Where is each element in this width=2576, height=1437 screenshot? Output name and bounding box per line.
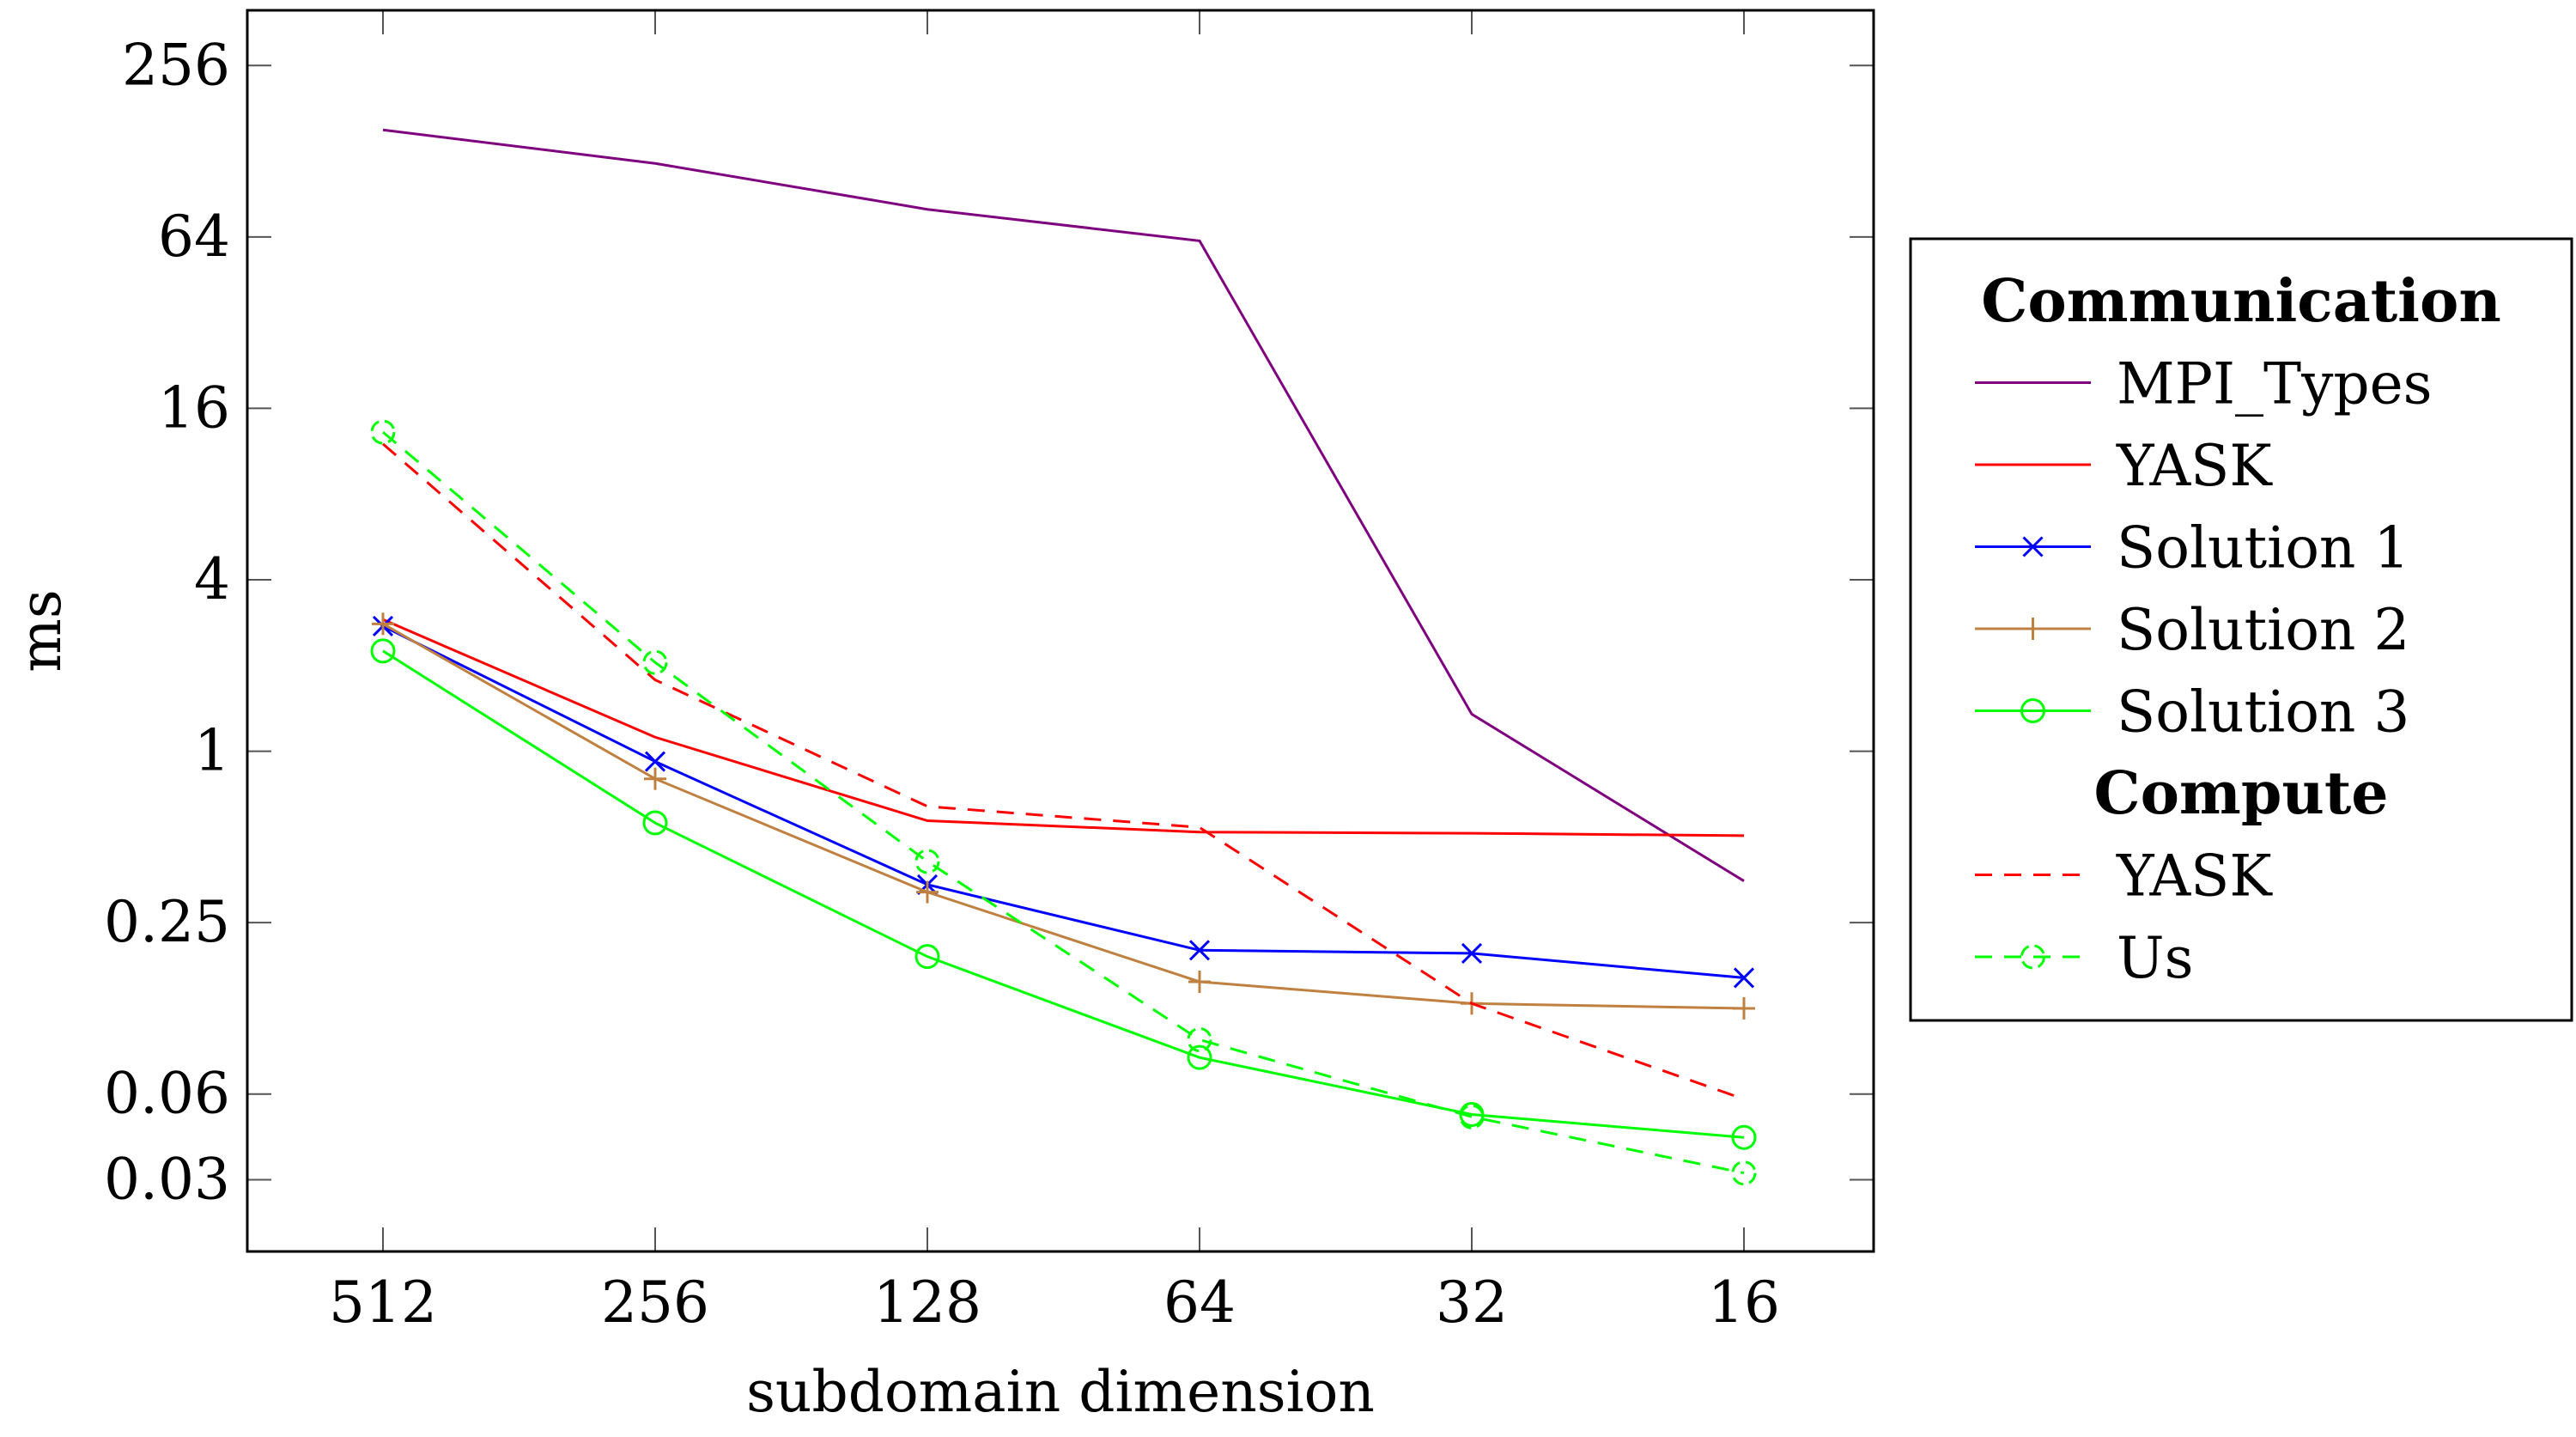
y-tick-label: 4 [194,546,230,612]
data-point [1461,942,1483,964]
legend-entry-label: Solution 1 [2117,515,2409,581]
legend-entry-label: Solution 2 [2117,597,2409,663]
series-line [382,128,1745,882]
legend-marker [2020,944,2045,970]
series-solution-1 [372,615,1755,989]
y-tick-label: 256 [122,32,230,98]
data-point [914,849,940,874]
legend-entry-label: Solution 3 [2117,679,2409,746]
series-us [370,419,1757,1186]
legend-marker [2021,618,2044,640]
data-point [1459,1104,1485,1130]
legend-entry-label: Us [2117,925,2194,991]
y-tick-label: 0.03 [104,1147,230,1213]
y-tick-label: 16 [158,374,230,441]
data-point [644,767,666,790]
plot-frame [246,9,1875,1253]
y-axis-label: ms [8,589,74,672]
x-axis-label: subdomain dimension [746,1359,1375,1425]
x-tick-label: 256 [601,1270,709,1336]
x-tick-label: 64 [1163,1270,1236,1336]
data-point [1188,970,1211,993]
data-point [644,751,666,772]
y-tick-label: 64 [158,204,230,270]
y-tick-label: 1 [194,718,230,784]
data-point [916,880,939,904]
axes: subdomain dimension ms 256 64 16 4 1 0.25 0.06… [8,9,1875,1425]
x-tick-label: 32 [1436,1270,1508,1336]
legend-entry-label: MPI_Types [2117,351,2433,417]
series-solution-3 [370,638,1757,1150]
series-line [382,442,1745,1101]
series-yask-compute [382,442,1745,1101]
data-point [642,649,668,675]
x-tick-label: 128 [873,1270,981,1336]
data-point [1731,1160,1757,1186]
data-point [914,944,940,970]
legend: Communication MPI_Types YASK Solution 1 Solu… [1909,237,2573,1022]
data-point [370,638,396,664]
data-point [1733,967,1755,989]
legend-entry-label: YASK [2116,843,2273,910]
y-tick-label: 0.06 [104,1061,230,1127]
x-tick-label: 16 [1708,1270,1780,1336]
legend-marker [2022,536,2044,557]
series-line [382,430,1745,1175]
series-mpi-types [382,128,1745,882]
data-point [1187,1026,1212,1052]
series-solution-2 [372,612,1755,1020]
data-point [642,810,668,836]
legend-group-title: Compute [2093,759,2388,828]
legend-group-title: Communication [1981,267,2501,336]
series-line [382,624,1745,979]
x-tick-label: 512 [329,1270,437,1336]
data-point [1187,1044,1212,1070]
series-line [382,649,1745,1139]
data-point [372,612,394,636]
y-tick-label: 0.25 [104,889,230,955]
series-line [382,618,1745,837]
data-point [1733,996,1755,1020]
legend-entry-label: YASK [2116,433,2273,499]
legend-marker [2020,698,2045,723]
plot-area [370,128,1757,1186]
series-yask-comm [382,618,1745,837]
data-point [1188,940,1211,961]
series-line [382,623,1745,1010]
data-point [1731,1124,1757,1150]
